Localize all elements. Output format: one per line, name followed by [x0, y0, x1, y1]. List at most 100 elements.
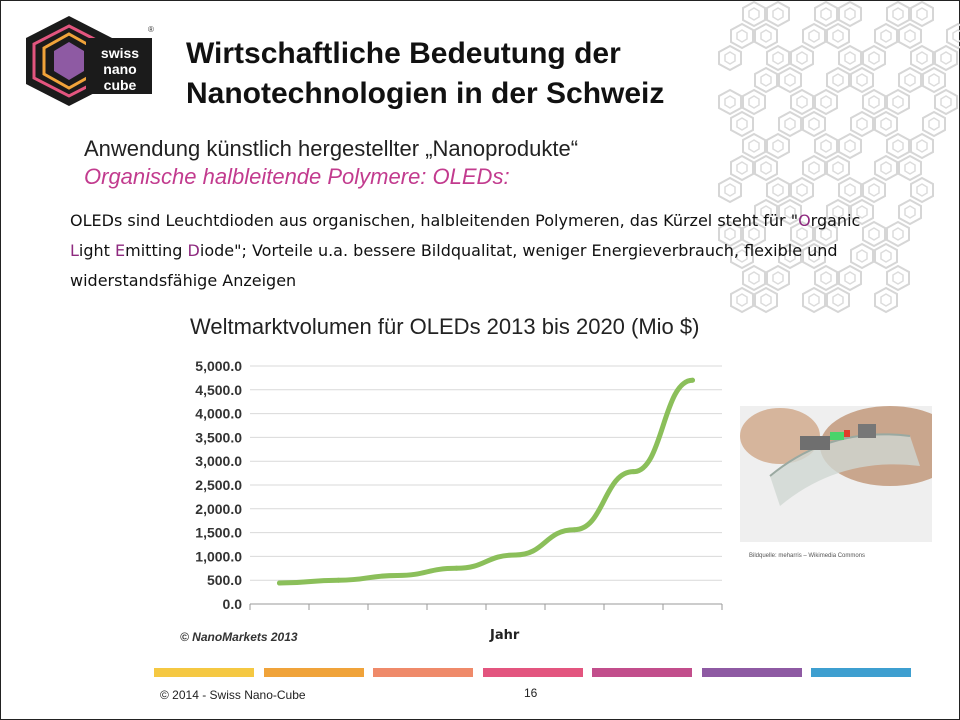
body-part1: OLEDs sind Leuchtdioden aus organischen,…: [70, 211, 799, 230]
decorative-cube: [898, 67, 922, 93]
decorative-cube: [850, 67, 874, 93]
footer-stripe: [811, 668, 911, 677]
decorative-cube: [862, 89, 886, 115]
footer-stripe: [592, 668, 692, 677]
slide-title-line2: Nanotechnologien in der Schweiz: [186, 77, 665, 110]
decorative-cube: [814, 89, 838, 115]
body-ight: ight: [78, 241, 116, 260]
footer-copyright: © 2014 - Swiss Nano-Cube: [160, 688, 306, 702]
data-point-2018: [572, 527, 577, 533]
body-paragraph: OLEDs sind Leuchtdioden aus organischen,…: [70, 206, 870, 296]
body-mitting: mitting: [125, 241, 188, 260]
decorative-cube: [850, 111, 874, 137]
decorative-cube: [778, 111, 802, 137]
acronym-letter-d: D: [187, 241, 200, 260]
decorative-cube: [910, 1, 934, 27]
logo-registered: ®: [148, 25, 154, 34]
decorative-cube: [730, 155, 754, 181]
decorative-cube: [802, 111, 826, 137]
decorative-cube: [874, 287, 898, 313]
decorative-cube: [730, 111, 754, 137]
oled-market-line-chart: 0.0 500.0 1,000.0 1,500.0 2,000.0 2,500.0 3,00…: [195, 358, 723, 612]
decorative-cube: [802, 23, 826, 49]
decorative-cube: [874, 111, 898, 137]
data-point-2019: [631, 469, 636, 475]
decorative-cube: [910, 177, 934, 203]
series-line: [277, 377, 695, 586]
decorative-cube: [754, 155, 778, 181]
body-iode: iode: [199, 241, 235, 260]
data-point-2016: [454, 565, 459, 571]
flexible-oled-photo: [740, 406, 932, 542]
chart-grid: [250, 365, 722, 605]
footer-stripe: [701, 668, 802, 677]
decorative-cube: [838, 177, 862, 203]
page-number: 16: [524, 686, 538, 700]
decorative-cube: [826, 67, 850, 93]
footer-stripe: [482, 668, 583, 677]
y-tick-label: 0.0: [223, 596, 243, 612]
logo-text-nano: nano: [103, 61, 136, 77]
decorative-cube: [862, 45, 886, 71]
swiss-nano-cube-logo: swiss nano cube ®: [26, 16, 154, 106]
decorative-cube: [946, 23, 960, 49]
decorative-cube: [742, 1, 766, 27]
y-tick-label: 2,500.0: [195, 477, 242, 493]
decorative-cube: [874, 243, 898, 269]
data-point-2014: [336, 577, 341, 583]
decorative-cube: [886, 89, 910, 115]
footer-stripe: [373, 668, 473, 677]
y-tick-label: 3,000.0: [195, 453, 242, 469]
decorative-cube: [922, 111, 946, 137]
y-tick-label: 4,000.0: [195, 406, 242, 422]
slide-title-line1: Wirtschaftliche Bedeutung der: [186, 37, 621, 70]
slide-title: Wirtschaftliche Bedeutung der Nanotechno…: [186, 34, 806, 114]
decorative-cube: [886, 265, 910, 291]
chart-x-ticks: [249, 604, 723, 610]
photo-source-credit: Bildquelle: meharris – Wikimedia Commons: [749, 553, 866, 559]
y-tick-label: 1,500.0: [195, 525, 242, 541]
body-rganic: rganic: [810, 211, 861, 230]
decorative-cube: [814, 133, 838, 159]
decorative-cube: [898, 155, 922, 181]
decorative-cube: [934, 45, 958, 71]
decorative-cube: [886, 133, 910, 159]
decorative-cube: [838, 133, 862, 159]
decorative-cube: [766, 177, 790, 203]
data-point-2013: [277, 580, 282, 586]
footer-stripe: [154, 668, 254, 677]
decorative-cube: [886, 1, 910, 27]
slide-subtitle: Anwendung künstlich hergestellter „Nanop…: [84, 136, 579, 161]
chart-y-tick-labels: 0.0 500.0 1,000.0 1,500.0 2,000.0 2,500.0 3,00…: [195, 358, 242, 612]
chart-title: Weltmarktvolumen für OLEDs 2013 bis 2020…: [190, 314, 700, 339]
decorative-cube: [826, 155, 850, 181]
decorative-cube: [874, 155, 898, 181]
decorative-cube: [862, 177, 886, 203]
acronym-letter-l: L: [70, 241, 79, 260]
x-axis-label: Jahr: [490, 628, 520, 643]
logo-text-cube: cube: [104, 77, 137, 93]
decorative-cube: [922, 67, 946, 93]
decorative-cube: [766, 1, 790, 27]
data-point-2017: [513, 552, 518, 558]
data-point-2020: [690, 377, 695, 383]
body-part2: "; Vorteile u.a. bessere Bildqualitat, w…: [70, 241, 838, 290]
decorative-cube: [766, 133, 790, 159]
decorative-cube: [814, 1, 838, 27]
decorative-cube: [934, 89, 958, 115]
decorative-cube: [742, 133, 766, 159]
decorative-cube: [838, 1, 862, 27]
decorative-cube: [790, 177, 814, 203]
decorative-cube: [826, 23, 850, 49]
logo-text-swiss: swiss: [101, 45, 139, 61]
y-tick-label: 2,000.0: [195, 501, 242, 517]
decorative-cube: [910, 133, 934, 159]
y-tick-label: 3,500.0: [195, 429, 242, 445]
series-points: [277, 377, 695, 586]
footer-color-stripes: [154, 668, 914, 678]
footer-stripe: [263, 668, 364, 677]
acronym-letter-e: E: [115, 241, 126, 260]
decorative-cube: [718, 177, 742, 203]
y-tick-label: 500.0: [207, 572, 242, 588]
decorative-cube: [802, 155, 826, 181]
